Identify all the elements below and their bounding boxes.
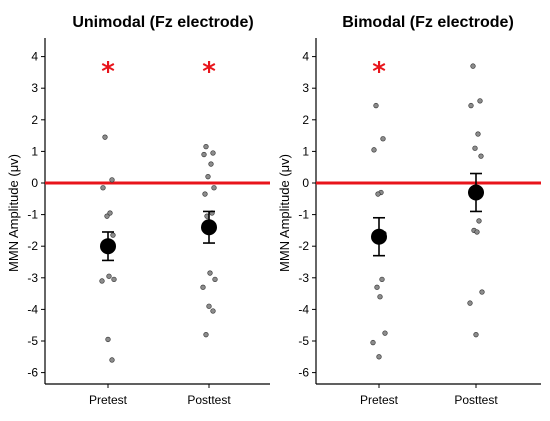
y-tick-label: -1 bbox=[27, 208, 38, 222]
data-point bbox=[475, 131, 481, 137]
y-tick-label: -3 bbox=[298, 271, 309, 285]
data-point bbox=[375, 191, 381, 197]
data-point bbox=[207, 270, 213, 276]
data-point bbox=[102, 134, 108, 140]
data-point bbox=[211, 185, 217, 191]
y-axis-label: MMN Amplitude (μv) bbox=[6, 154, 21, 272]
y-tick-label: 4 bbox=[302, 50, 309, 64]
data-point bbox=[200, 284, 206, 290]
data-point bbox=[203, 332, 209, 338]
y-tick-label: 4 bbox=[31, 50, 38, 64]
x-tick-label: Posttest bbox=[187, 393, 231, 407]
data-point bbox=[201, 151, 207, 158]
data-point bbox=[379, 276, 385, 283]
data-point bbox=[205, 174, 211, 180]
y-tick-label: -4 bbox=[27, 302, 38, 316]
data-point bbox=[105, 336, 111, 343]
data-point bbox=[468, 102, 474, 109]
y-tick-label: -3 bbox=[27, 271, 38, 285]
data-point bbox=[210, 308, 216, 314]
data-point bbox=[382, 330, 388, 336]
significance-star: * bbox=[101, 57, 115, 87]
x-tick-label: Pretest bbox=[89, 393, 128, 407]
y-tick-label: 2 bbox=[31, 113, 38, 127]
y-tick-label: -1 bbox=[298, 208, 309, 222]
y-tick-label: 1 bbox=[31, 144, 38, 158]
y-axis-label: MMN Amplitude (μv) bbox=[277, 154, 292, 272]
data-point bbox=[477, 98, 483, 104]
y-tick-label: 0 bbox=[302, 176, 309, 190]
data-point bbox=[479, 289, 485, 295]
data-point bbox=[111, 276, 117, 283]
y-tick-label: -5 bbox=[27, 334, 38, 348]
data-point bbox=[470, 63, 476, 69]
data-point bbox=[212, 276, 218, 283]
data-point bbox=[474, 229, 480, 235]
mean-marker bbox=[468, 184, 484, 201]
mean-marker bbox=[201, 219, 217, 236]
data-point bbox=[109, 177, 115, 183]
data-point bbox=[377, 294, 383, 300]
y-tick-label: -6 bbox=[27, 366, 38, 380]
y-tick-label: 3 bbox=[302, 81, 309, 95]
y-tick-label: 1 bbox=[302, 144, 309, 158]
y-tick-label: -2 bbox=[298, 239, 309, 253]
mean-marker bbox=[371, 228, 387, 245]
data-point bbox=[376, 354, 382, 360]
data-point bbox=[206, 303, 212, 309]
mean-marker bbox=[100, 238, 116, 255]
data-point bbox=[478, 153, 484, 159]
data-point bbox=[100, 185, 106, 191]
x-tick-label: Pretest bbox=[360, 393, 399, 407]
data-point bbox=[203, 144, 209, 150]
y-tick-label: 2 bbox=[302, 113, 309, 127]
data-point bbox=[374, 284, 380, 290]
y-tick-label: -6 bbox=[298, 366, 309, 380]
data-point bbox=[370, 339, 376, 346]
x-tick-label: Posttest bbox=[454, 393, 498, 407]
significance-star: * bbox=[202, 57, 216, 87]
data-point bbox=[476, 218, 482, 224]
data-point bbox=[208, 161, 214, 167]
y-tick-label: 3 bbox=[31, 81, 38, 95]
data-point bbox=[107, 210, 113, 216]
data-point bbox=[202, 191, 208, 197]
data-point bbox=[210, 150, 216, 156]
chart-title: Bimodal (Fz electrode) bbox=[342, 14, 514, 31]
data-point bbox=[104, 213, 110, 219]
data-point bbox=[110, 232, 116, 238]
data-point bbox=[371, 147, 377, 153]
data-point bbox=[380, 136, 386, 142]
data-point bbox=[109, 357, 115, 363]
y-tick-label: -2 bbox=[27, 239, 38, 253]
data-point bbox=[373, 102, 379, 109]
y-tick-label: -4 bbox=[298, 302, 309, 316]
data-point bbox=[106, 273, 112, 279]
data-point bbox=[472, 145, 478, 151]
y-tick-label: 0 bbox=[31, 176, 38, 190]
y-tick-label: -5 bbox=[298, 334, 309, 348]
chart-panel-2: Bimodal (Fz electrode) MMN Amplitude (μv)… bbox=[277, 14, 541, 407]
chart-title: Unimodal (Fz electrode) bbox=[72, 14, 253, 31]
significance-star: * bbox=[372, 57, 386, 87]
data-point bbox=[467, 300, 473, 306]
data-point bbox=[473, 332, 479, 338]
data-point bbox=[99, 278, 105, 284]
chart-panel-1: Unimodal (Fz electrode) MMN Amplitude (μv… bbox=[6, 14, 270, 407]
